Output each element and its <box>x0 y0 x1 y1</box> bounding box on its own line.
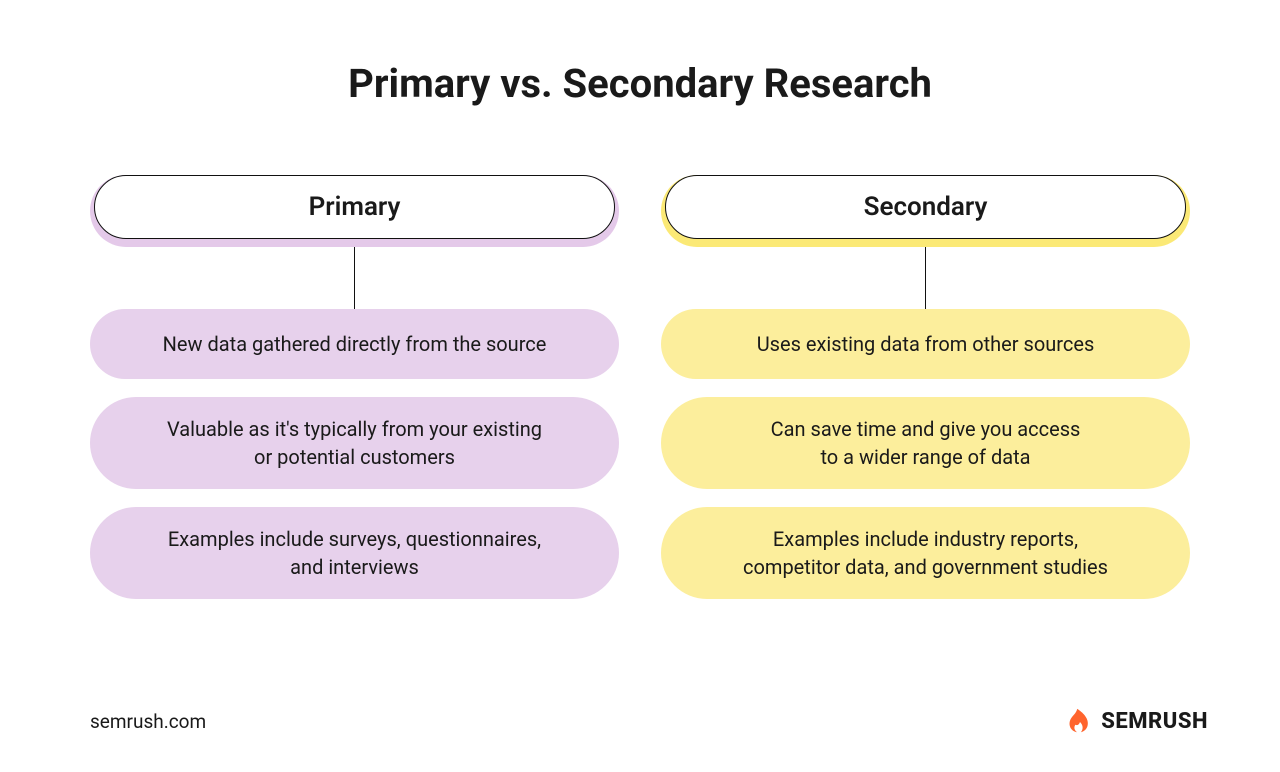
list-item: Examples include surveys, questionnaires… <box>90 507 619 599</box>
columns-container: Primary New data gathered directly from … <box>0 175 1280 617</box>
brand-logo: SEMRUSH <box>1065 706 1208 736</box>
brand-name: SEMRUSH <box>1101 709 1208 734</box>
flame-icon <box>1065 706 1095 736</box>
header-label-secondary: Secondary <box>665 175 1186 239</box>
page-title: Primary vs. Secondary Research <box>0 0 1280 107</box>
header-pill-secondary: Secondary <box>661 175 1190 247</box>
list-item: Can save time and give you access to a w… <box>661 397 1190 489</box>
list-item: Valuable as it's typically from your exi… <box>90 397 619 489</box>
connector-line <box>925 247 927 309</box>
column-secondary: Secondary Uses existing data from other … <box>661 175 1190 617</box>
column-primary: Primary New data gathered directly from … <box>90 175 619 617</box>
footer-url: semrush.com <box>90 710 206 733</box>
header-label-primary: Primary <box>94 175 615 239</box>
connector-line <box>354 247 356 309</box>
header-pill-primary: Primary <box>90 175 619 247</box>
list-item: Uses existing data from other sources <box>661 309 1190 379</box>
list-item: New data gathered directly from the sour… <box>90 309 619 379</box>
list-item: Examples include industry reports, compe… <box>661 507 1190 599</box>
footer: semrush.com SEMRUSH <box>0 706 1280 736</box>
